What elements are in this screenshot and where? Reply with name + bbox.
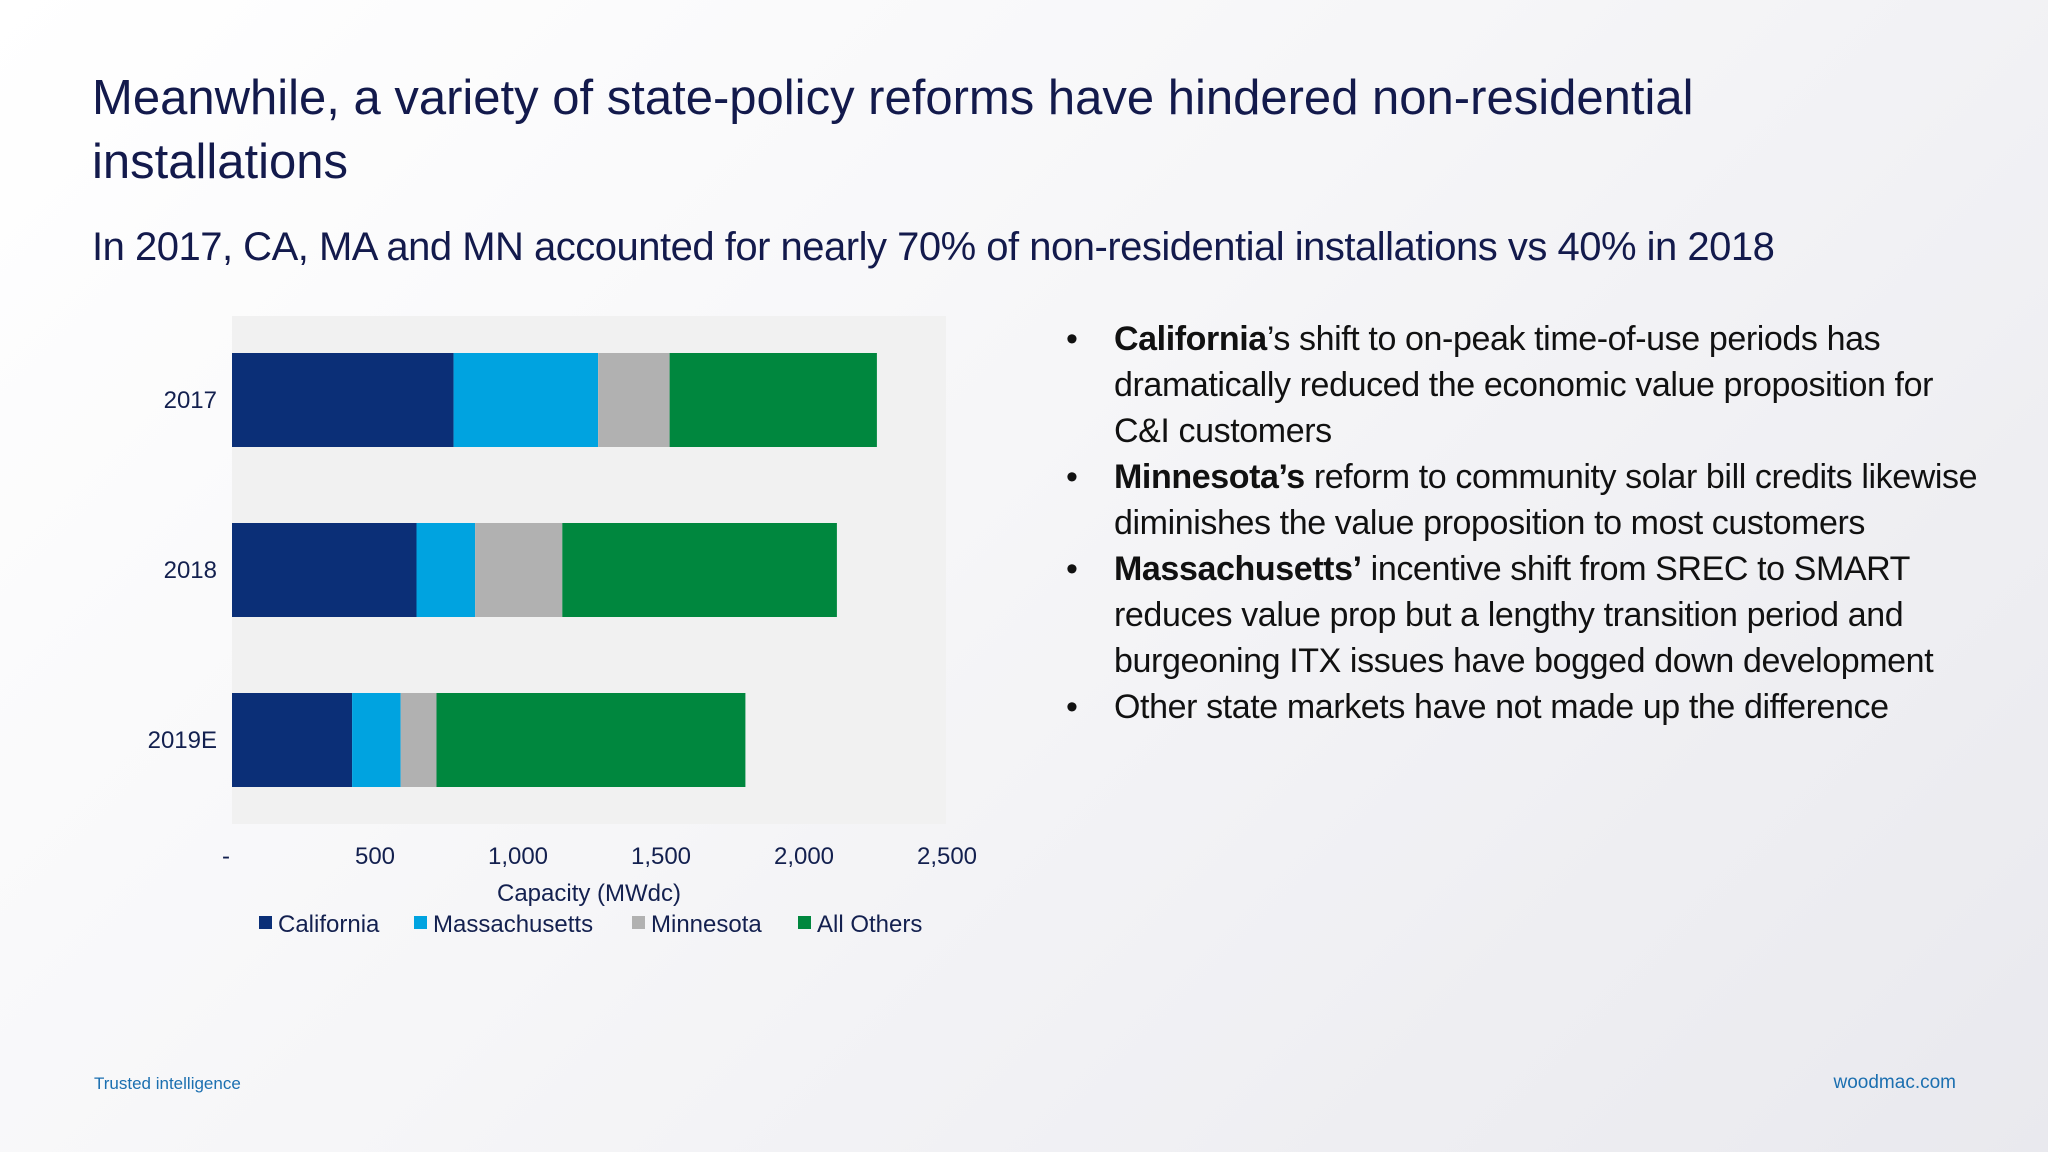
bullet-text: incentive shift from SREC to SMART reduc… [1114,550,1934,680]
bullet-item: • Massachusetts’ incentive shift from SRE… [1060,546,1990,684]
bullet-list: • California’s shift to on-peak time-of-u… [1060,316,1990,730]
bar-california-2017 [232,353,454,447]
bullet-text: Other state markets have not made up the… [1114,688,1889,726]
bullet-dot-icon: • [1066,320,1078,358]
x-tick-label: 2,000 [774,843,834,870]
bar-minnesota-2017 [598,353,670,447]
slide-title: Meanwhile, a variety of state-policy ref… [92,71,1694,189]
chart-legend: California Massachusetts Minnesota All Othe… [259,911,922,938]
bar-minnesota-2018 [475,523,563,617]
bullet-emphasis: California [1114,320,1267,358]
category-label: 2018 [164,557,217,584]
x-tick-label: 2,500 [917,843,977,870]
bar-group [232,353,877,787]
x-tick-label: 1,500 [631,843,691,870]
bullet-item: • Other state markets have not made up th… [1060,684,1990,730]
legend-label: All Others [817,911,922,938]
footer-website-link[interactable]: woodmac.com [1833,1072,1957,1093]
bar-california-2019e [232,693,353,787]
legend-label: California [278,911,380,938]
bar-massachusetts-2018 [416,523,476,617]
stacked-bar-chart: 2017 2018 2019E - 500 1,000 1,500 2,000 2,500 C… [148,316,977,938]
category-labels: 2017 2018 2019E [148,387,217,754]
x-tick-label: 1,000 [488,843,548,870]
legend-swatch [632,916,645,929]
footer-tagline: Trusted intelligence [94,1074,241,1093]
bullet-text: ’s shift to on-peak time-of-use periods … [1114,320,1934,450]
bar-all-others-2017 [669,353,877,447]
x-tick-label: - [222,843,230,870]
bar-all-others-2018 [562,523,837,617]
bullet-item: • Minnesota’s reform to community solar b… [1060,454,1990,546]
bar-all-others-2019e [436,693,746,787]
bullet-emphasis: Minnesota’s [1114,458,1305,496]
legend-swatch [798,916,811,929]
category-label: 2017 [164,387,217,414]
bar-massachusetts-2019e [352,693,401,787]
bullet-dot-icon: • [1066,550,1078,588]
x-tick-label: 500 [355,843,395,870]
bullet-item: • California’s shift to on-peak time-of-u… [1060,316,1990,454]
x-axis-title: Capacity (MWdc) [497,880,681,907]
bar-massachusetts-2017 [453,353,598,447]
bullet-text: reform to community solar bill credits l… [1114,458,1978,542]
legend-swatch [259,916,272,929]
bar-california-2018 [232,523,417,617]
legend-label: Minnesota [651,911,762,938]
bar-minnesota-2019e [400,693,437,787]
bullet-emphasis: Massachusetts’ [1114,550,1362,588]
bullet-dot-icon: • [1066,688,1078,726]
category-label: 2019E [148,727,217,754]
slide-subtitle: In 2017, CA, MA and MN accounted for nea… [92,225,1775,269]
x-tick-labels: - 500 1,000 1,500 2,000 2,500 [222,843,977,870]
bullet-dot-icon: • [1066,458,1078,496]
legend-label: Massachusetts [433,911,593,938]
legend-swatch [414,916,427,929]
